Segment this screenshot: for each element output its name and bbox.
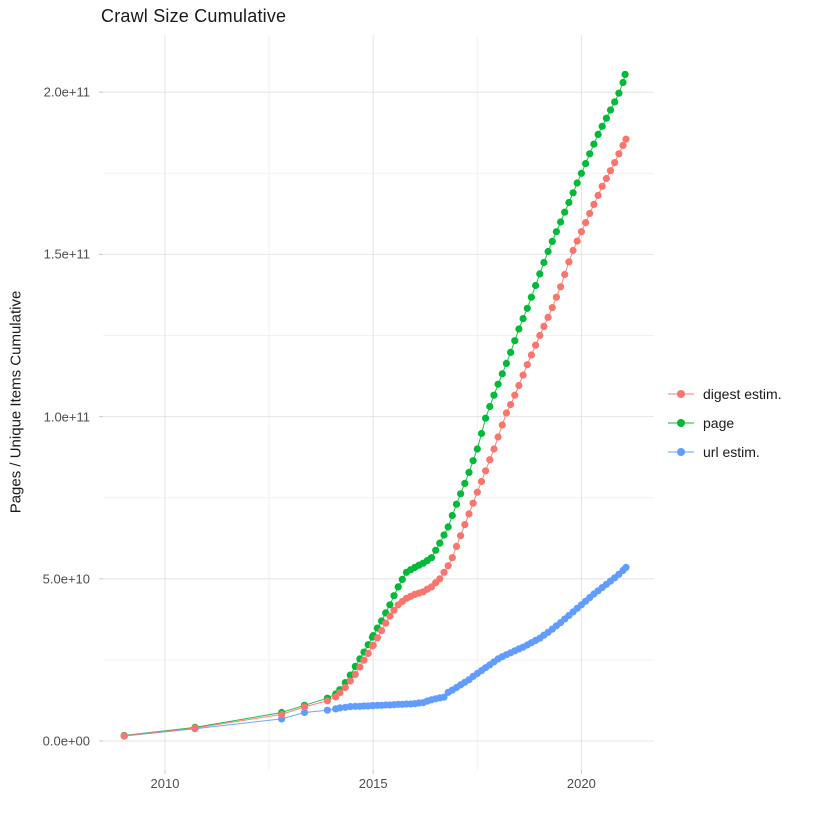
series-line-digest-estim [124, 138, 627, 737]
series-url-estim [120, 563, 630, 740]
legend-key-digest-estim-icon [668, 389, 694, 398]
series-line-url-estim [124, 567, 627, 737]
chart-title: Crawl Size Cumulative [101, 6, 287, 26]
x-tick-label: 2010 [150, 776, 180, 791]
series-dots-digest-estim [120, 135, 630, 740]
x-tick-label: 2015 [358, 776, 388, 791]
legend-item-page: page [666, 408, 782, 437]
legend-item-digest-estim: digest estim. [666, 379, 782, 408]
series-page [120, 70, 629, 740]
legend-label-page: page [703, 414, 735, 431]
minor-gridlines [103, 35, 654, 770]
y-tick-label: 5.0e+10 [42, 571, 90, 587]
series-digest-estim [120, 135, 630, 740]
legend-label-url-estim: url estim. [703, 443, 760, 460]
legend-key-url-estim-icon [668, 447, 694, 456]
y-tick-label: 1.5e+11 [43, 246, 90, 262]
y-axis-title: Pages / Unique Items Cumulative [7, 290, 25, 514]
legend: digest estim. page url estim. [666, 379, 782, 466]
legend-key-page-icon [668, 418, 694, 427]
y-tick-label: 1.0e+11 [43, 409, 90, 425]
series-dots-url-estim [120, 563, 630, 740]
legend-item-url-estim: url estim. [666, 437, 782, 466]
x-tick-label: 2020 [566, 776, 596, 791]
series-line-page [124, 74, 626, 736]
legend-label-digest-estim: digest estim. [703, 385, 782, 402]
axis-tick-marks [99, 91, 582, 774]
major-gridlines [103, 35, 654, 770]
series-dots-page [120, 70, 629, 740]
y-tick-label: 0.0e+00 [42, 733, 90, 749]
y-tick-label: 2.0e+11 [43, 84, 90, 100]
